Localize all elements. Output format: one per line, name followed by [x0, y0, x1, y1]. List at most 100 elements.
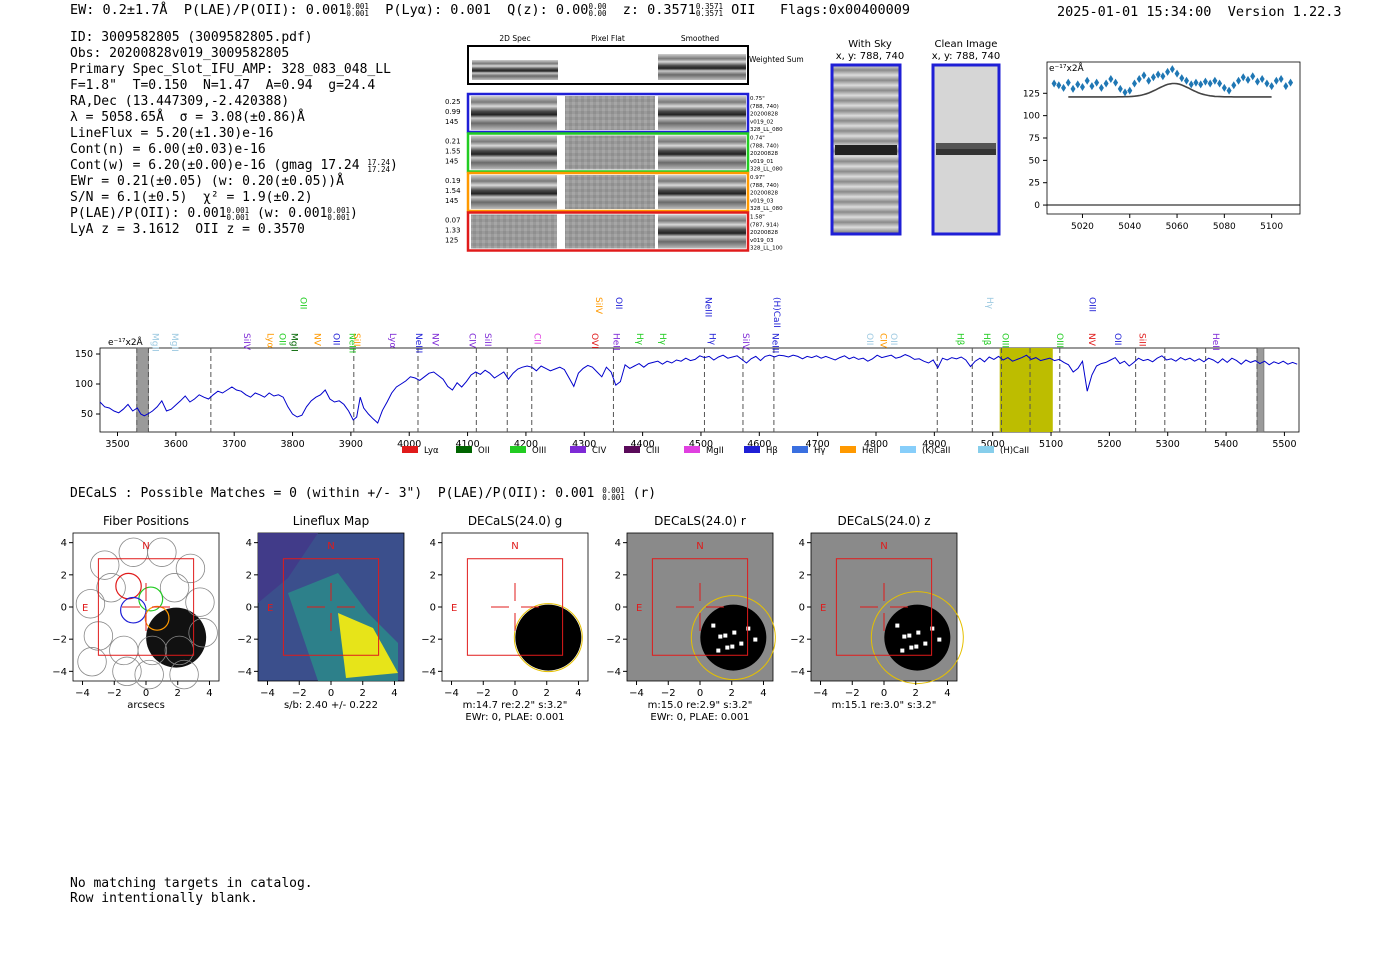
fiber-circle	[112, 656, 142, 687]
panel-xtick-label: −2	[476, 688, 491, 699]
north-label: N	[327, 541, 334, 552]
cutout-right-value: 328_LL_080	[750, 167, 783, 173]
spectrum-line-label: NV	[312, 333, 322, 347]
spectrum-ylabel: e⁻¹⁷x2Å	[108, 336, 144, 348]
with-sky-trace	[835, 145, 897, 155]
source-blob	[884, 604, 951, 671]
cutout-right-value: v019_02	[750, 119, 774, 125]
panel-xtick-label: 4	[575, 688, 581, 699]
spectrum-line-label: OII	[888, 333, 898, 345]
zoom-data-point	[1288, 78, 1294, 87]
aperture-ellipse	[513, 603, 583, 673]
panel-title: DECaLS(24.0) z	[837, 514, 930, 528]
legend-swatch	[900, 446, 916, 453]
hot-pixel	[723, 633, 728, 638]
cutout-left-value: 1.33	[445, 227, 461, 235]
info-lambda: λ = 5058.65Å σ = 3.08(±0.86)Å	[70, 110, 305, 125]
hot-pixel	[909, 645, 914, 650]
spectrum-line-label: MgII	[150, 333, 160, 352]
zoom-data-point	[1146, 76, 1152, 85]
z-lo: 0.3571	[695, 9, 724, 18]
spectrum-ytick-label: 50	[81, 409, 93, 420]
zoom-xtick-label: 5020	[1071, 222, 1094, 232]
zoom-data-point	[1061, 83, 1067, 92]
panel-ytick-label: 4	[615, 538, 621, 549]
zoom-data-point	[1283, 82, 1289, 91]
hot-pixel	[916, 630, 921, 635]
zoom-data-point	[1273, 76, 1279, 85]
cutout-2dspec-image	[471, 135, 557, 170]
cutout-left-value: 145	[445, 158, 458, 166]
cutout-smoothed-image	[658, 214, 746, 249]
cutout-right-value: 20200828	[750, 112, 778, 118]
spectrum-line-label: NeIII	[703, 297, 713, 317]
info-lineflux: LineFlux = 5.20(±1.30)e-16	[70, 126, 274, 141]
legend-label: OIII	[532, 446, 546, 456]
z-line: OII	[731, 2, 756, 18]
fiber-circle-blue	[120, 596, 147, 624]
hot-pixel	[902, 634, 907, 639]
zoom-data-point	[1212, 76, 1218, 85]
info-ewr: EWr = 0.21(±0.05) (w: 0.20(±0.05))Å	[70, 174, 344, 189]
spectrum-line-label: OII	[298, 297, 308, 309]
weighted-sum-label: Weighted Sum	[749, 55, 804, 64]
search-box	[466, 558, 564, 656]
cutout-row: 0.21 1.55 145 0.74"(788, 740) 20200828 v019_0…	[445, 132, 783, 173]
hot-pixel	[900, 648, 905, 653]
spectrum-ytick-label: 100	[75, 379, 93, 390]
spectrum-line-label: NV	[1086, 333, 1096, 347]
spectrum-xtick-label: 4200	[514, 439, 538, 450]
cutout-flat-image	[565, 214, 655, 249]
zoom-data-point	[1236, 76, 1242, 85]
panel-xtick-label: −4	[629, 688, 644, 699]
spectrum-line-label: Hγ	[634, 333, 644, 346]
legend-swatch	[624, 446, 640, 453]
hot-pixel	[711, 623, 716, 628]
decals-summary: DECaLS : Possible Matches = 0 (within +/…	[70, 486, 656, 501]
zoom-data-point	[1065, 78, 1071, 87]
north-label: N	[142, 541, 149, 552]
zoom-xtick-label: 5080	[1213, 222, 1236, 232]
info-obs: Obs: 20200828v019_3009582805	[70, 46, 290, 61]
info-contw-hi: 17.24	[367, 157, 390, 167]
legend-swatch	[510, 446, 526, 453]
zoom-data-point	[1117, 84, 1123, 93]
hot-pixel	[923, 641, 928, 646]
zoom-ytick-label: 50	[1029, 156, 1041, 166]
cutout-row-frame	[466, 92, 750, 134]
zoom-data-point	[1079, 83, 1085, 92]
spectrum-highlight-band	[999, 348, 1053, 432]
qz-lo: 0.00	[588, 9, 607, 18]
panel-xtick-label: 4	[944, 688, 950, 699]
cutout-row-frame	[466, 132, 750, 173]
panel-ytick-label: −2	[606, 635, 621, 646]
spectrum-line-label: SiII	[351, 333, 361, 347]
panel-ytick-label: −4	[237, 667, 252, 678]
zoom-data-point	[1108, 74, 1114, 83]
panel-xtick-label: 0	[143, 688, 149, 699]
panel-xtick-label: −2	[292, 688, 307, 699]
panel-ytick-label: 0	[430, 603, 436, 614]
zoom-fit-curve	[1068, 82, 1272, 98]
hot-pixel	[937, 637, 942, 642]
fiber-circle	[175, 553, 206, 584]
spectrum-line-label: NeIII	[770, 333, 780, 353]
spectrum-line-label: Hγ	[657, 333, 667, 346]
cutout-right-value: 1.58"	[750, 215, 765, 221]
zoom-xtick-label: 5040	[1118, 222, 1141, 232]
with-sky-xy: x, y: 788, 740	[836, 51, 905, 62]
info-contw: Cont(w) = 6.20(±0.00)e-16 (gmag 17.24	[70, 158, 360, 173]
hot-pixel	[753, 637, 758, 642]
zoom-data-point	[1155, 70, 1161, 79]
zoom-ytick-label: 100	[1023, 112, 1040, 122]
zoom-data-point	[1231, 81, 1237, 90]
cutout-smoothed-image	[658, 135, 746, 170]
panel-xtick-label: 2	[913, 688, 919, 699]
cutout-2dspec-image	[471, 96, 557, 130]
spectrum-line-label: Hγ	[707, 333, 717, 346]
zoom-ytick-label: 0	[1034, 201, 1040, 211]
legend-swatch	[792, 446, 808, 453]
cutout-row: 0.25 0.99 145 0.75" (788, 740) 20200828v019_0…	[445, 92, 783, 134]
zoom-ytick-label: 25	[1029, 179, 1040, 189]
zoom-data-point	[1245, 75, 1251, 84]
